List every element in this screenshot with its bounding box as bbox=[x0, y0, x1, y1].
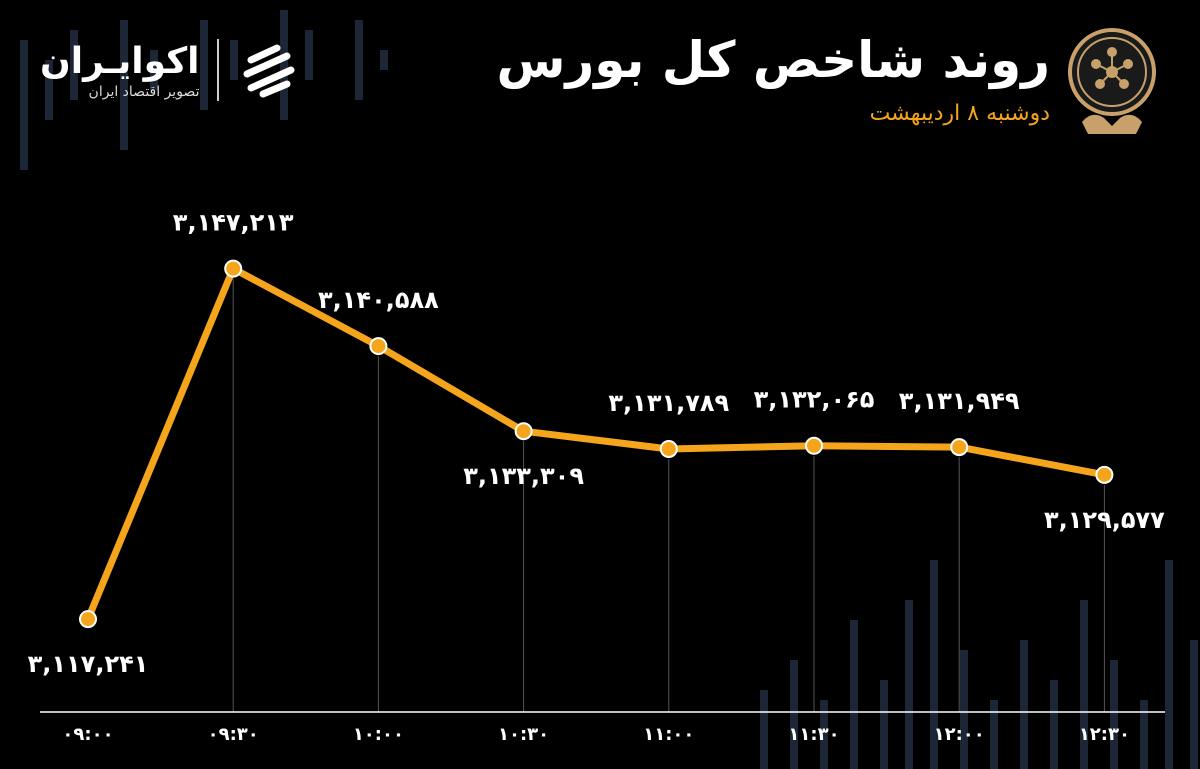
stock-exchange-emblem-icon bbox=[1068, 28, 1156, 134]
brand-logo: اکوایـران تصویر اقتصاد ایران bbox=[40, 30, 301, 110]
data-label: ۳,۱۴۷,۲۱۳ bbox=[173, 209, 294, 237]
brand-name: اکوایـران bbox=[40, 41, 200, 82]
brand-mark-icon bbox=[243, 44, 295, 98]
decor-bar bbox=[70, 30, 78, 100]
data-point bbox=[514, 422, 533, 441]
data-point bbox=[805, 436, 823, 455]
decor-bar bbox=[1080, 600, 1088, 769]
decor-bar bbox=[1110, 660, 1118, 769]
data-point bbox=[659, 439, 678, 458]
data-label: ۳,۱۳۱,۹۴۹ bbox=[899, 387, 1020, 415]
data-label: ۳,۱۴۰,۵۸۸ bbox=[318, 286, 439, 314]
data-point bbox=[224, 259, 243, 278]
brand-tagline: تصویر اقتصاد ایران bbox=[88, 84, 200, 100]
page-title: روند شاخص کل بورس bbox=[496, 31, 1050, 89]
decor-bar bbox=[930, 560, 938, 769]
decor-bar bbox=[905, 600, 913, 769]
x-tick-label: ۰۹:۳۰ bbox=[208, 724, 259, 745]
decor-bar bbox=[120, 20, 128, 150]
decor-bar bbox=[305, 30, 313, 80]
data-label: ۳,۱۲۹,۵۷۷ bbox=[1044, 506, 1165, 534]
decor-bar bbox=[990, 700, 998, 769]
decor-bar bbox=[850, 620, 858, 769]
decor-bar bbox=[1140, 700, 1148, 769]
decor-bar bbox=[1165, 560, 1173, 769]
x-tick-label: ۱۲:۳۰ bbox=[1079, 724, 1130, 745]
x-tick-label: ۰۹:۰۰ bbox=[62, 724, 113, 745]
brand-divider bbox=[217, 39, 220, 101]
decor-bar bbox=[150, 50, 158, 90]
data-label: ۳,۱۳۱,۷۸۹ bbox=[608, 389, 729, 417]
decor-bar bbox=[880, 680, 888, 769]
data-label: ۳,۱۳۲,۰۶۵ bbox=[754, 386, 875, 414]
decor-bar bbox=[790, 660, 798, 769]
decor-bar bbox=[1190, 640, 1198, 769]
data-label: ۳,۱۱۷,۲۴۱ bbox=[28, 650, 149, 678]
data-point bbox=[79, 610, 97, 629]
x-tick-label: ۱۱:۰۰ bbox=[643, 724, 694, 745]
decor-bar bbox=[45, 60, 53, 120]
decor-bar bbox=[760, 690, 768, 769]
data-label: ۳,۱۳۳,۳۰۹ bbox=[463, 462, 584, 490]
x-tick-label: ۱۰:۰۰ bbox=[353, 724, 404, 745]
decor-bar bbox=[20, 40, 28, 170]
data-point bbox=[369, 337, 388, 356]
decor-bar bbox=[280, 10, 288, 120]
decor-bar bbox=[230, 40, 238, 80]
decor-bar bbox=[200, 20, 208, 110]
x-tick-label: ۱۰:۳۰ bbox=[498, 724, 549, 745]
decor-bar bbox=[820, 700, 828, 769]
decor-bar bbox=[960, 650, 968, 769]
x-tick-label: ۱۱:۳۰ bbox=[788, 724, 839, 745]
data-point bbox=[1095, 465, 1114, 484]
series-line bbox=[84, 265, 1108, 623]
data-point bbox=[950, 438, 969, 457]
page-subtitle: دوشنبه ۸ اردیبهشت bbox=[869, 101, 1050, 126]
decor-bar bbox=[380, 50, 388, 70]
decor-bar bbox=[1020, 640, 1028, 769]
x-tick-label: ۱۲:۰۰ bbox=[934, 724, 985, 745]
decor-bar bbox=[355, 20, 363, 100]
header: روند شاخص کل بورس دوشنبه ۸ اردیبهشت bbox=[496, 28, 1050, 130]
decor-bar bbox=[1050, 680, 1058, 769]
